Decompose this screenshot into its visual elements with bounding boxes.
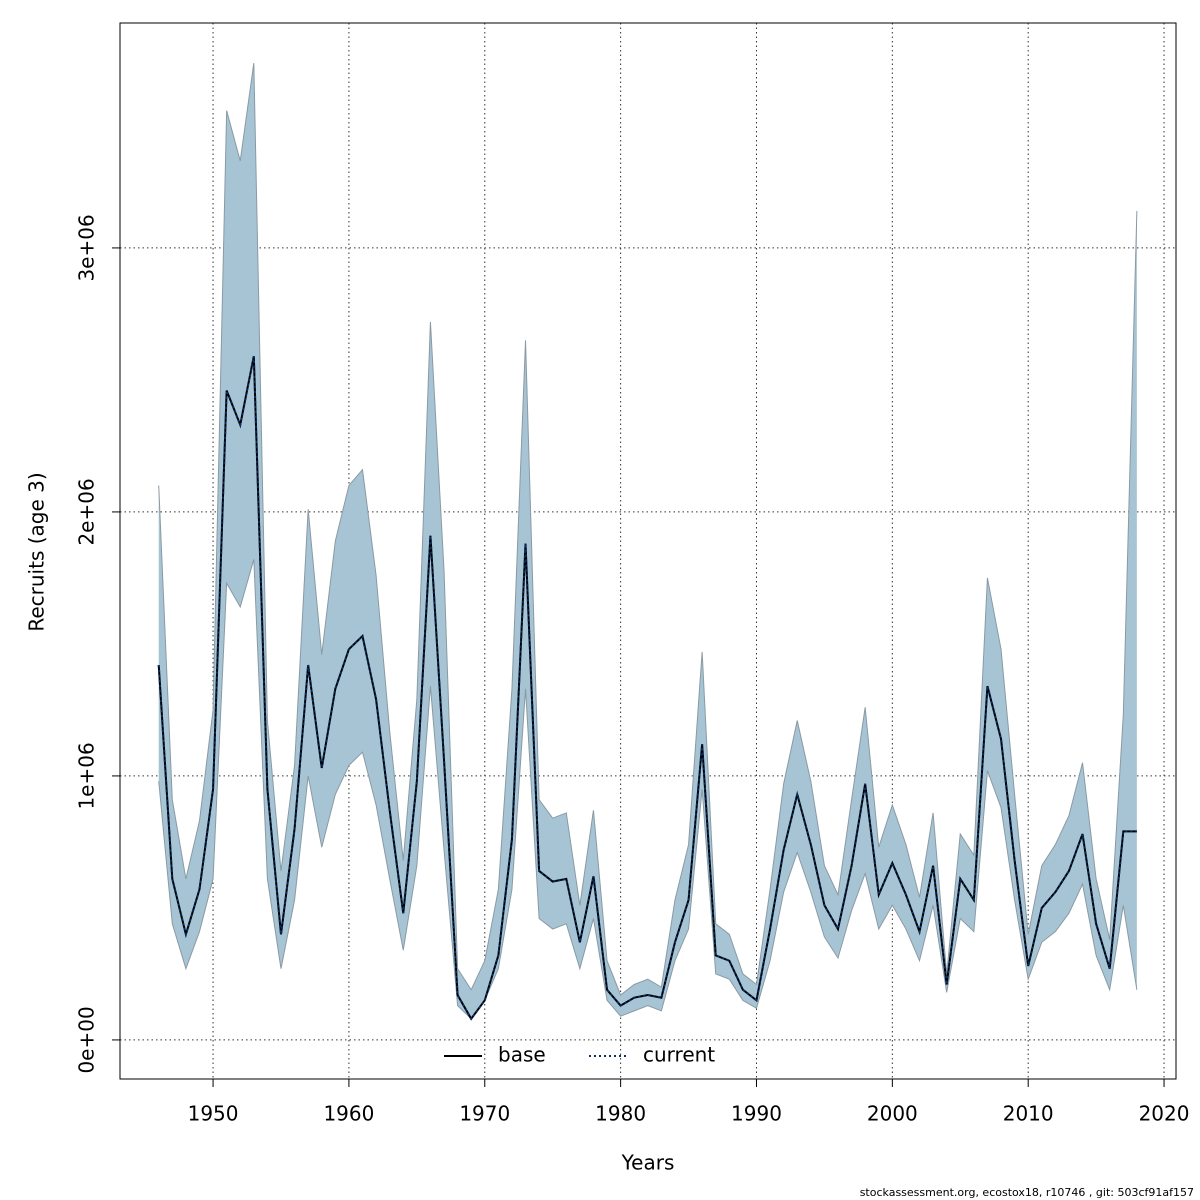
legend-label: base [498,1043,546,1067]
x-tick-label: 1960 [323,1102,374,1126]
y-tick-label: 2e+06 [75,478,99,545]
legend-label: current [643,1043,715,1067]
band-lower [158,559,1138,1020]
band-upper [158,63,1138,996]
x-tick-label: 1970 [459,1102,510,1126]
y-tick-label: 0e+00 [75,1006,99,1073]
footer: stockassessment.org, ecostox18, r10746 ,… [860,1186,1194,1199]
plot-frame [119,22,1177,1080]
y-tick-label: 1e+06 [75,742,99,809]
x-tick-label: 2010 [1003,1102,1054,1126]
series-line [157,355,1137,1021]
x-tick-label: 2020 [1139,1102,1190,1126]
y-axis-label: Recruits (age 3) [25,472,49,631]
x-axis-label: Years [621,1151,675,1175]
y-tick-label: 3e+06 [75,214,99,281]
x-tick-label: 1980 [595,1102,646,1126]
x-tick-label: 1950 [188,1102,239,1126]
x-tick-label: 2000 [867,1102,918,1126]
x-tick-label: 1990 [731,1102,782,1126]
